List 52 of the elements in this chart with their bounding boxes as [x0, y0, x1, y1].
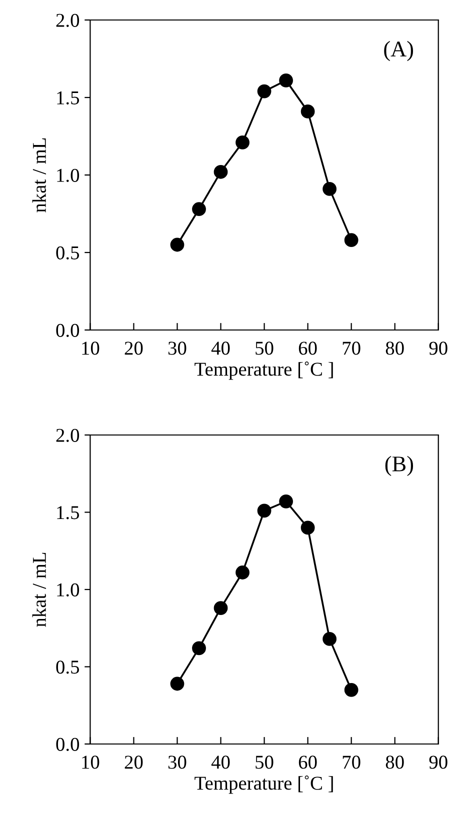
point — [236, 136, 250, 150]
point — [322, 632, 337, 646]
x-tick-label: 50 — [256, 756, 274, 769]
annotation: (A) — [384, 40, 414, 62]
y-axis-title: nkat / mL — [32, 552, 46, 627]
point — [257, 504, 272, 518]
point — [344, 682, 358, 697]
y-axis-title: nkat / mL — [32, 138, 46, 212]
point — [192, 202, 206, 216]
x-tick-label: 20 — [124, 756, 143, 769]
point — [322, 182, 337, 196]
point — [214, 164, 228, 179]
point — [279, 74, 293, 88]
y-tick-label: 1.0 — [57, 583, 80, 597]
x-tick-label: 60 — [298, 756, 317, 769]
x-tick-label: 90 — [429, 756, 448, 769]
point — [214, 601, 228, 615]
y-tick-label: 1.5 — [57, 506, 80, 520]
y-tick-label: 0.0 — [56, 738, 80, 752]
x-tick-label: 80 — [386, 756, 404, 769]
x-tick-label: 30 — [168, 342, 186, 355]
x-axis-title: Temperature [˚C ] — [194, 362, 333, 380]
x-tick-label: 10 — [82, 756, 100, 769]
y-tick-label: 0.0 — [56, 324, 80, 338]
y-tick-label: 0.5 — [56, 246, 80, 260]
y-tick-label: 2.0 — [56, 428, 80, 442]
y-tick-label: 1.5 — [57, 91, 80, 105]
x-tick-label: 40 — [211, 756, 230, 769]
point — [170, 238, 184, 252]
x-tick-label: 60 — [298, 342, 317, 355]
x-tick-label: 50 — [256, 342, 274, 355]
x-axis-title: Temperature [˚C ] — [194, 776, 333, 794]
point — [236, 566, 250, 580]
x-tick-label: 70 — [342, 756, 360, 769]
x-tick-label: 70 — [342, 342, 360, 355]
x-tick-label: 30 — [168, 756, 186, 769]
point — [344, 233, 358, 248]
point — [300, 104, 315, 118]
point — [257, 84, 272, 98]
point — [192, 641, 206, 656]
point — [279, 494, 293, 508]
point — [300, 520, 315, 535]
x-tick-label: 90 — [429, 342, 448, 355]
x-tick-label: 10 — [82, 342, 100, 355]
annotation: (B) — [385, 456, 414, 476]
y-tick-label: 2.0 — [56, 14, 80, 28]
y-tick-label: 1.0 — [57, 168, 80, 182]
y-tick-label: 0.5 — [56, 660, 80, 674]
x-tick-label: 80 — [386, 342, 404, 355]
point — [170, 676, 184, 691]
x-tick-label: 40 — [211, 342, 230, 355]
x-tick-label: 20 — [124, 342, 143, 355]
